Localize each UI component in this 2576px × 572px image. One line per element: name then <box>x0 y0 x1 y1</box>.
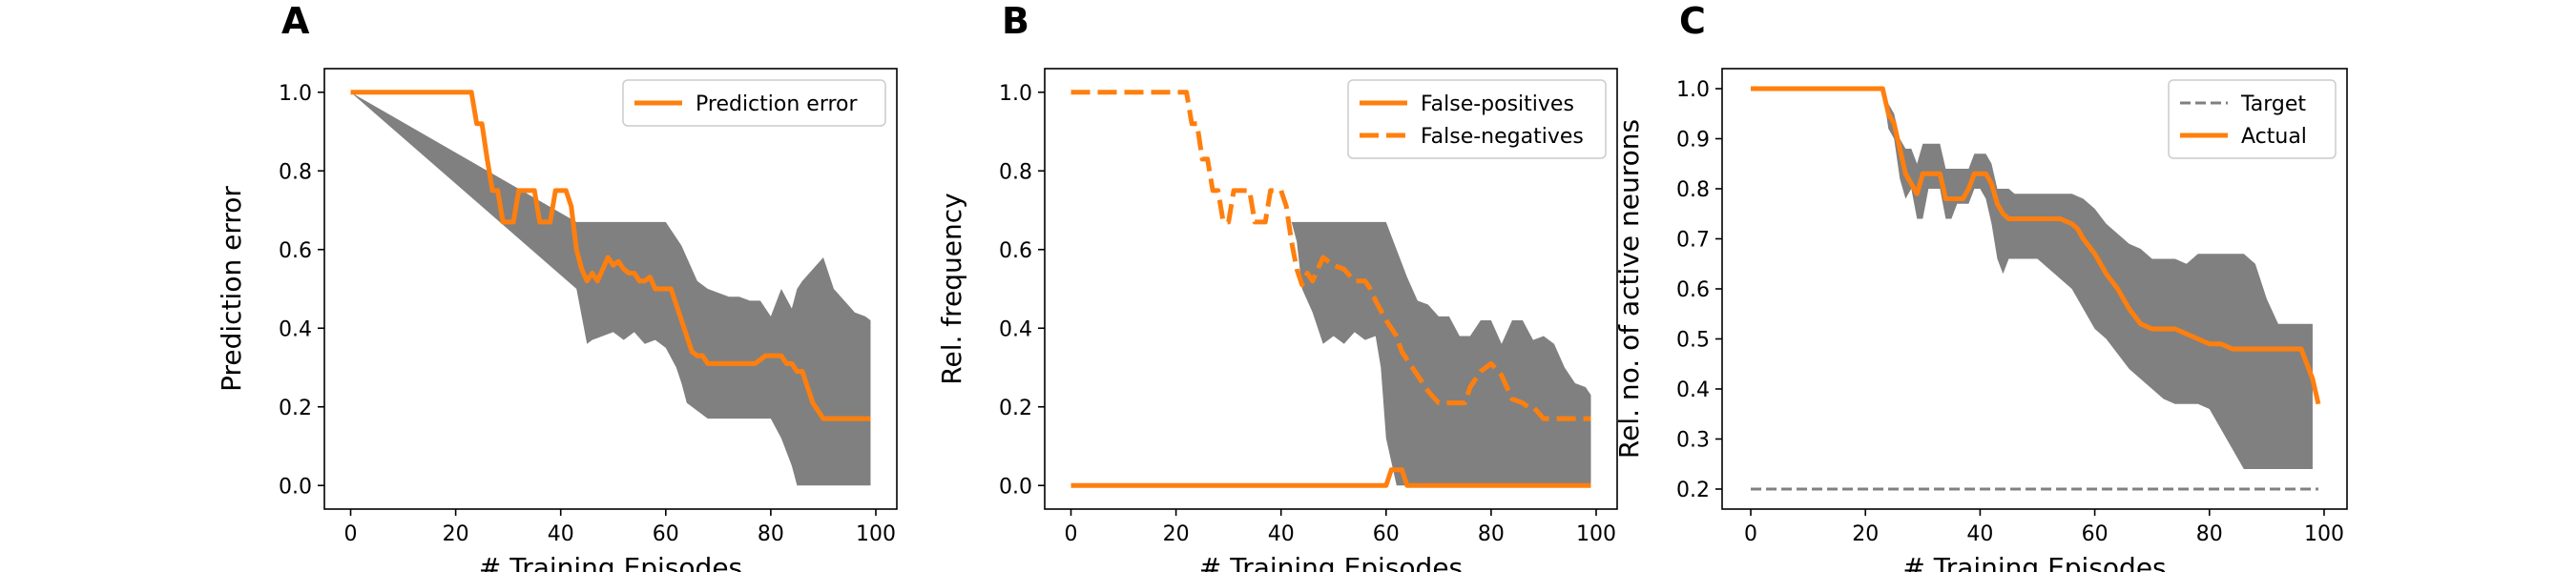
x-tick-label: 40 <box>1966 522 1993 546</box>
panel-letter: B <box>1002 0 1029 42</box>
legend-label: Target <box>2240 92 2306 116</box>
series-line-actual <box>1751 86 2321 405</box>
y-tick-label: 0.6 <box>279 239 312 263</box>
y-axis-label: Rel. frequency <box>936 193 967 384</box>
plot-area <box>350 90 871 486</box>
legend: Prediction error <box>622 79 886 127</box>
axes-frame <box>323 68 898 510</box>
x-tick-label: 100 <box>2304 522 2344 546</box>
plot-area <box>1070 90 1591 488</box>
legend-label: False-negatives <box>1421 125 1584 149</box>
legend-box <box>1347 79 1607 159</box>
x-tick-label: 100 <box>1576 522 1616 546</box>
x-tick-label: 20 <box>443 522 469 546</box>
x-tick-label: 0 <box>1744 522 1757 546</box>
chart-panel-c: C 0 20 40 60 80 100 0.2 0.3 0.4 0.5 0.6 0.7 0.8 0.9 1.0… <box>1613 0 2348 572</box>
series-line-prediction-error <box>350 90 871 421</box>
x-axis-label: # Training Episodes <box>1902 552 2166 572</box>
y-tick-label: 0.8 <box>1676 178 1710 202</box>
axes-frame <box>1044 68 1618 510</box>
legend: Target Actual <box>2168 79 2337 159</box>
panel-letter: A <box>281 0 310 42</box>
chart-panel-a: A 0 20 40 60 80 100 0.0 0.2 0.4 0.6 0.8 1.0 # Trainin… <box>216 0 898 572</box>
y-tick-label: 0.4 <box>999 317 1032 341</box>
y-tick-label: 0.2 <box>279 397 312 420</box>
y-tick-label: 0.0 <box>999 475 1032 499</box>
x-tick-label: 80 <box>2196 522 2223 546</box>
x-axis-label: # Training Episodes <box>1199 552 1463 572</box>
x-tick-label: 20 <box>1852 522 1879 546</box>
legend-label: Actual <box>2241 125 2307 149</box>
y-axis-label: Prediction error <box>216 186 247 392</box>
y-tick-label: 1.0 <box>999 82 1032 106</box>
legend-label: Prediction error <box>696 92 858 116</box>
x-axis-label: # Training Episodes <box>479 552 742 572</box>
y-tick-label: 0.9 <box>1676 129 1710 153</box>
y-tick-label: 0.8 <box>279 160 312 184</box>
plot-area <box>1751 86 2321 491</box>
x-tick-label: 60 <box>1373 522 1400 546</box>
y-tick-label: 0.4 <box>279 317 312 341</box>
y-tick-label: 0.6 <box>999 239 1032 263</box>
x-tick-label: 80 <box>1478 522 1505 546</box>
legend: False-positives False-negatives <box>1347 79 1607 159</box>
series-line-false-positives <box>1070 467 1591 488</box>
x-tick-label: 60 <box>653 522 679 546</box>
y-tick-label: 1.0 <box>279 82 312 106</box>
y-tick-label: 0.2 <box>999 397 1032 420</box>
x-tick-label: 0 <box>1065 522 1078 546</box>
panel-letter: C <box>1679 0 1706 42</box>
legend-box <box>622 79 886 127</box>
y-tick-label: 0.0 <box>279 475 312 499</box>
y-tick-label: 0.4 <box>1676 378 1710 402</box>
x-tick-label: 20 <box>1163 522 1190 546</box>
y-tick-label: 0.5 <box>1676 329 1710 353</box>
y-axis-label: Rel. no. of active neurons <box>1613 119 1645 459</box>
y-tick-label: 0.6 <box>1676 278 1710 302</box>
chart-panel-b: B 0 20 40 60 80 100 0.0 0.2 0.4 0.6 0.8 1.0 # Trainin… <box>936 0 1618 572</box>
series-line-false-negatives <box>1070 90 1591 421</box>
legend-box <box>2168 79 2337 159</box>
x-tick-label: 100 <box>856 522 896 546</box>
y-tick-label: 0.8 <box>999 160 1032 184</box>
x-tick-label: 60 <box>2082 522 2109 546</box>
variability-band <box>350 92 871 486</box>
y-tick-label: 0.2 <box>1676 479 1710 502</box>
y-tick-label: 0.3 <box>1676 429 1710 453</box>
x-tick-label: 80 <box>758 522 784 546</box>
x-tick-label: 40 <box>548 522 574 546</box>
variability-band <box>1070 92 1591 486</box>
x-tick-label: 0 <box>344 522 358 546</box>
legend-label: False-positives <box>1421 92 1574 116</box>
x-tick-label: 40 <box>1268 522 1295 546</box>
variability-band <box>1751 89 2313 469</box>
y-tick-label: 0.7 <box>1676 229 1710 253</box>
y-tick-label: 1.0 <box>1676 78 1710 102</box>
